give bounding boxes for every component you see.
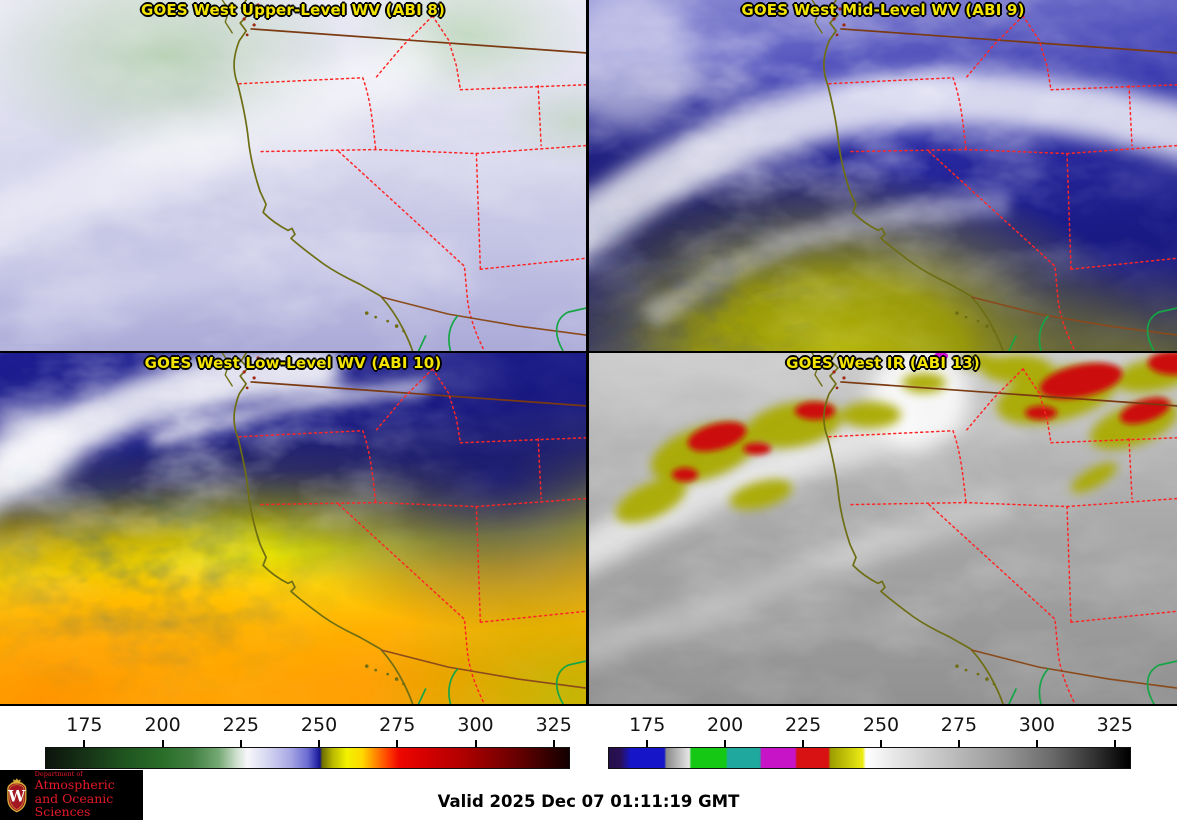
ir-colorbar: 175 200 225 250 275 300 325	[608, 714, 1133, 769]
colorbar-tick-label: 225	[784, 714, 822, 736]
wv-colorbar: 175 200 225 250 275 300 325	[45, 714, 572, 769]
colorbar-tick-label: 200	[707, 714, 744, 736]
wv-low-image	[0, 353, 586, 704]
colorbar-tick-mark	[1035, 740, 1038, 747]
colorbar-tick-mark	[83, 740, 86, 747]
colorbar-tick-mark	[880, 740, 882, 747]
uw-aos-logo: W Department of Atmospheric and Oceanic …	[0, 770, 143, 820]
colorbar-tick-label: 325	[535, 714, 572, 736]
panel-abi9: GOES West Mid-Level WV (ABI 9)	[589, 0, 1177, 351]
colorbar-tick-label: 275	[379, 714, 416, 736]
cold-cloud-red-cores	[672, 353, 1177, 482]
uw-monogram: W	[7, 787, 26, 805]
logo-text: Department of Atmospheric and Oceanic Sc…	[35, 771, 139, 819]
ir-colorbar-labels: 175 200 225 250 275 300 325	[608, 714, 1133, 740]
colorbar-tick-mark	[474, 740, 477, 747]
ir-image	[589, 353, 1177, 704]
panel-abi13: GOES West IR (ABI 13)	[589, 353, 1177, 704]
coldest-cloud-magenta-speck	[934, 353, 948, 360]
panel-abi10: GOES West Low-Level WV (ABI 10)	[0, 353, 586, 704]
colorbar-tick-mark	[552, 740, 555, 747]
panel-title-abi10: GOES West Low-Level WV (ABI 10)	[144, 354, 442, 372]
colorbar-tick-label: 200	[144, 714, 181, 736]
colorbar-tick-mark	[802, 740, 805, 747]
ir-colorbar-gradient	[608, 747, 1131, 769]
wv-upper-image	[0, 0, 586, 351]
logo-line-2: and Oceanic Sciences	[34, 790, 114, 820]
colorbar-tick-mark	[239, 740, 242, 747]
valid-timestamp: Valid 2025 Dec 07 01:11:19 GMT	[437, 792, 740, 811]
satellite-panel-grid: GOES West Upper-Level WV (ABI 8)	[0, 0, 1177, 706]
colorbar-tick-mark	[318, 740, 321, 747]
colorbar-tick-label: 300	[457, 714, 494, 736]
colorbar-tick-label: 250	[862, 714, 900, 736]
ir-colorbar-ticks	[608, 740, 1131, 747]
colorbar-tick-mark	[646, 740, 649, 747]
colorbar-tick-mark	[396, 740, 399, 747]
panel-title-abi13: GOES West IR (ABI 13)	[786, 354, 980, 372]
colorbar-tick-mark	[161, 740, 164, 747]
wv-colorbar-labels: 175 200 225 250 275 300 325	[45, 714, 572, 740]
wv-colorbar-ticks	[45, 740, 570, 747]
colorbar-tick-label: 325	[1096, 714, 1133, 736]
colorbar-tick-label: 300	[1018, 714, 1055, 736]
logo-line-1: Atmospheric	[34, 777, 115, 793]
uw-crest-icon: W	[7, 777, 27, 813]
wv-mid-image	[589, 0, 1177, 351]
colorbar-tick-label: 225	[222, 714, 259, 736]
logo-dept-line: Department of	[34, 770, 83, 779]
colorbar-tick-label: 175	[66, 714, 103, 736]
panel-title-abi9: GOES West Mid-Level WV (ABI 9)	[741, 1, 1025, 19]
panel-abi8: GOES West Upper-Level WV (ABI 8)	[0, 0, 586, 351]
panel-title-abi8: GOES West Upper-Level WV (ABI 8)	[140, 1, 446, 19]
footer: 175 200 225 250 275 300 325 175 200 225 250 275 300…	[0, 706, 1177, 820]
colorbar-tick-mark	[724, 740, 727, 747]
colorbar-tick-label: 250	[300, 714, 338, 736]
colorbar-tick-label: 175	[629, 714, 666, 736]
colorbar-tick-mark	[1113, 740, 1116, 747]
colorbar-tick-mark	[957, 740, 960, 747]
wv-colorbar-gradient	[45, 747, 570, 769]
colorbar-tick-label: 275	[940, 714, 978, 736]
